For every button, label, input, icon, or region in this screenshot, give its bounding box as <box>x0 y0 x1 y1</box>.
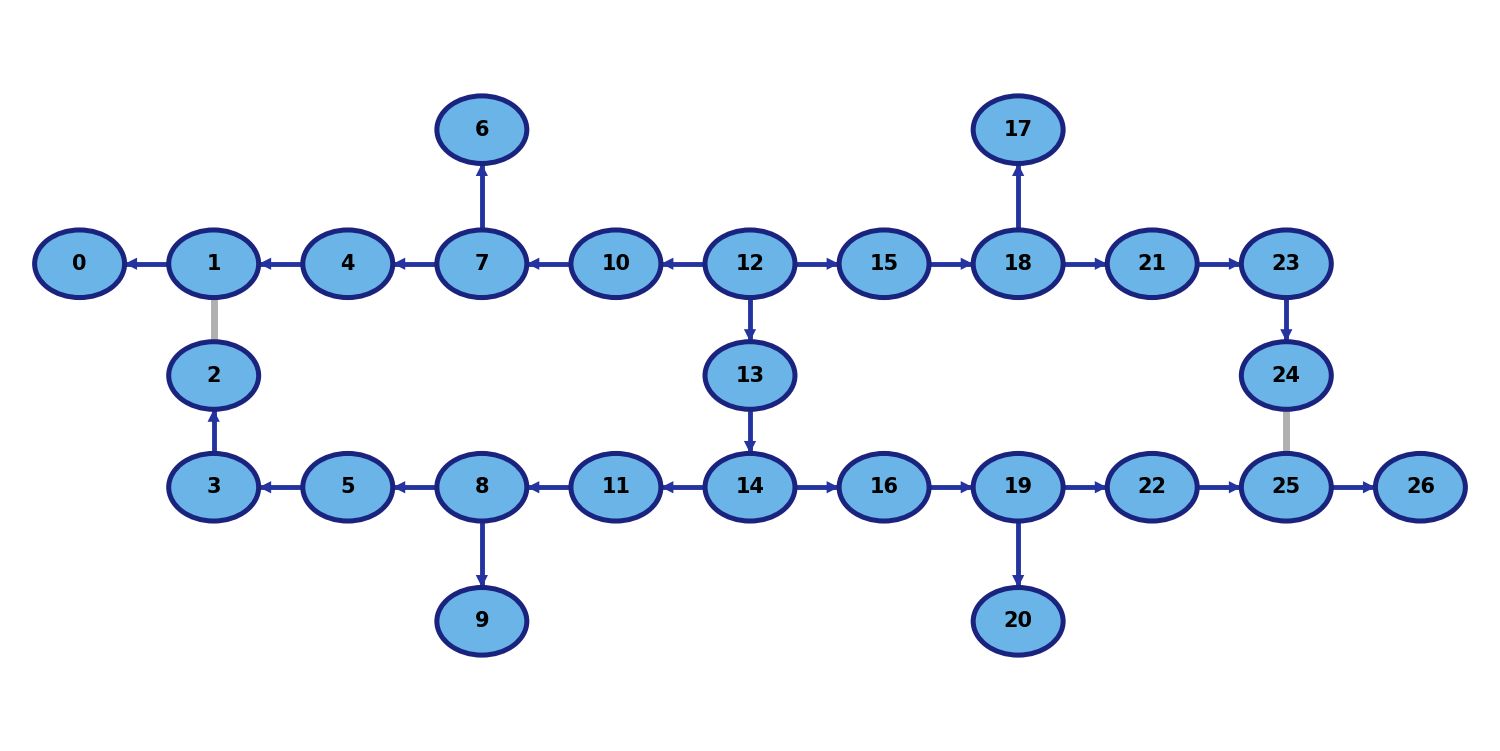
Ellipse shape <box>166 228 261 300</box>
Text: 5: 5 <box>340 477 356 497</box>
Ellipse shape <box>1244 456 1329 518</box>
Ellipse shape <box>1106 451 1200 523</box>
Text: 0: 0 <box>72 254 87 274</box>
Text: 10: 10 <box>602 254 630 274</box>
Ellipse shape <box>975 590 1060 653</box>
Text: 1: 1 <box>207 254 220 274</box>
Ellipse shape <box>1239 339 1334 412</box>
Ellipse shape <box>568 228 663 300</box>
Ellipse shape <box>1106 228 1200 300</box>
Ellipse shape <box>1244 233 1329 295</box>
Ellipse shape <box>171 233 256 295</box>
Ellipse shape <box>440 233 525 295</box>
Ellipse shape <box>171 344 256 407</box>
Text: 26: 26 <box>1406 477 1435 497</box>
Text: 12: 12 <box>735 254 765 274</box>
Ellipse shape <box>38 233 122 295</box>
Text: 25: 25 <box>1272 477 1300 497</box>
Text: 13: 13 <box>735 366 765 385</box>
Ellipse shape <box>1378 456 1462 518</box>
Ellipse shape <box>435 451 530 523</box>
Ellipse shape <box>970 228 1065 300</box>
Text: 7: 7 <box>474 254 489 274</box>
Ellipse shape <box>166 339 261 412</box>
Ellipse shape <box>970 585 1065 658</box>
Ellipse shape <box>975 456 1060 518</box>
Ellipse shape <box>975 233 1060 295</box>
Text: 3: 3 <box>207 477 220 497</box>
Ellipse shape <box>708 344 792 407</box>
Text: 11: 11 <box>602 477 630 497</box>
Ellipse shape <box>171 456 256 518</box>
Ellipse shape <box>1244 344 1329 407</box>
Ellipse shape <box>837 451 932 523</box>
Text: 8: 8 <box>474 477 489 497</box>
Text: 16: 16 <box>870 477 898 497</box>
Ellipse shape <box>842 456 927 518</box>
Text: 18: 18 <box>1004 254 1032 274</box>
Ellipse shape <box>32 228 128 300</box>
Ellipse shape <box>300 228 394 300</box>
Text: 14: 14 <box>735 477 765 497</box>
Text: 20: 20 <box>1004 611 1032 632</box>
Text: 9: 9 <box>474 611 489 632</box>
Ellipse shape <box>573 233 658 295</box>
Ellipse shape <box>435 585 530 658</box>
Ellipse shape <box>440 456 525 518</box>
Ellipse shape <box>842 233 927 295</box>
Text: 19: 19 <box>1004 477 1032 497</box>
Text: 23: 23 <box>1272 254 1300 274</box>
Ellipse shape <box>440 98 525 161</box>
Ellipse shape <box>440 590 525 653</box>
Ellipse shape <box>708 456 792 518</box>
Ellipse shape <box>435 93 530 166</box>
Ellipse shape <box>970 451 1065 523</box>
Ellipse shape <box>1110 233 1194 295</box>
Ellipse shape <box>300 451 394 523</box>
Text: 2: 2 <box>207 366 220 385</box>
Ellipse shape <box>702 451 798 523</box>
Ellipse shape <box>975 98 1060 161</box>
Ellipse shape <box>1239 451 1334 523</box>
Ellipse shape <box>702 339 798 412</box>
Ellipse shape <box>435 228 530 300</box>
Ellipse shape <box>970 93 1065 166</box>
Ellipse shape <box>1110 456 1194 518</box>
Text: 15: 15 <box>870 254 898 274</box>
Text: 21: 21 <box>1137 254 1167 274</box>
Ellipse shape <box>702 228 798 300</box>
Text: 6: 6 <box>474 119 489 140</box>
Ellipse shape <box>568 451 663 523</box>
Text: 4: 4 <box>340 254 356 274</box>
Ellipse shape <box>708 233 792 295</box>
Text: 22: 22 <box>1137 477 1167 497</box>
Ellipse shape <box>1372 451 1468 523</box>
Text: 24: 24 <box>1272 366 1300 385</box>
Ellipse shape <box>166 451 261 523</box>
Ellipse shape <box>306 233 390 295</box>
Text: 17: 17 <box>1004 119 1032 140</box>
Ellipse shape <box>1239 228 1334 300</box>
Ellipse shape <box>306 456 390 518</box>
Ellipse shape <box>573 456 658 518</box>
Ellipse shape <box>837 228 932 300</box>
